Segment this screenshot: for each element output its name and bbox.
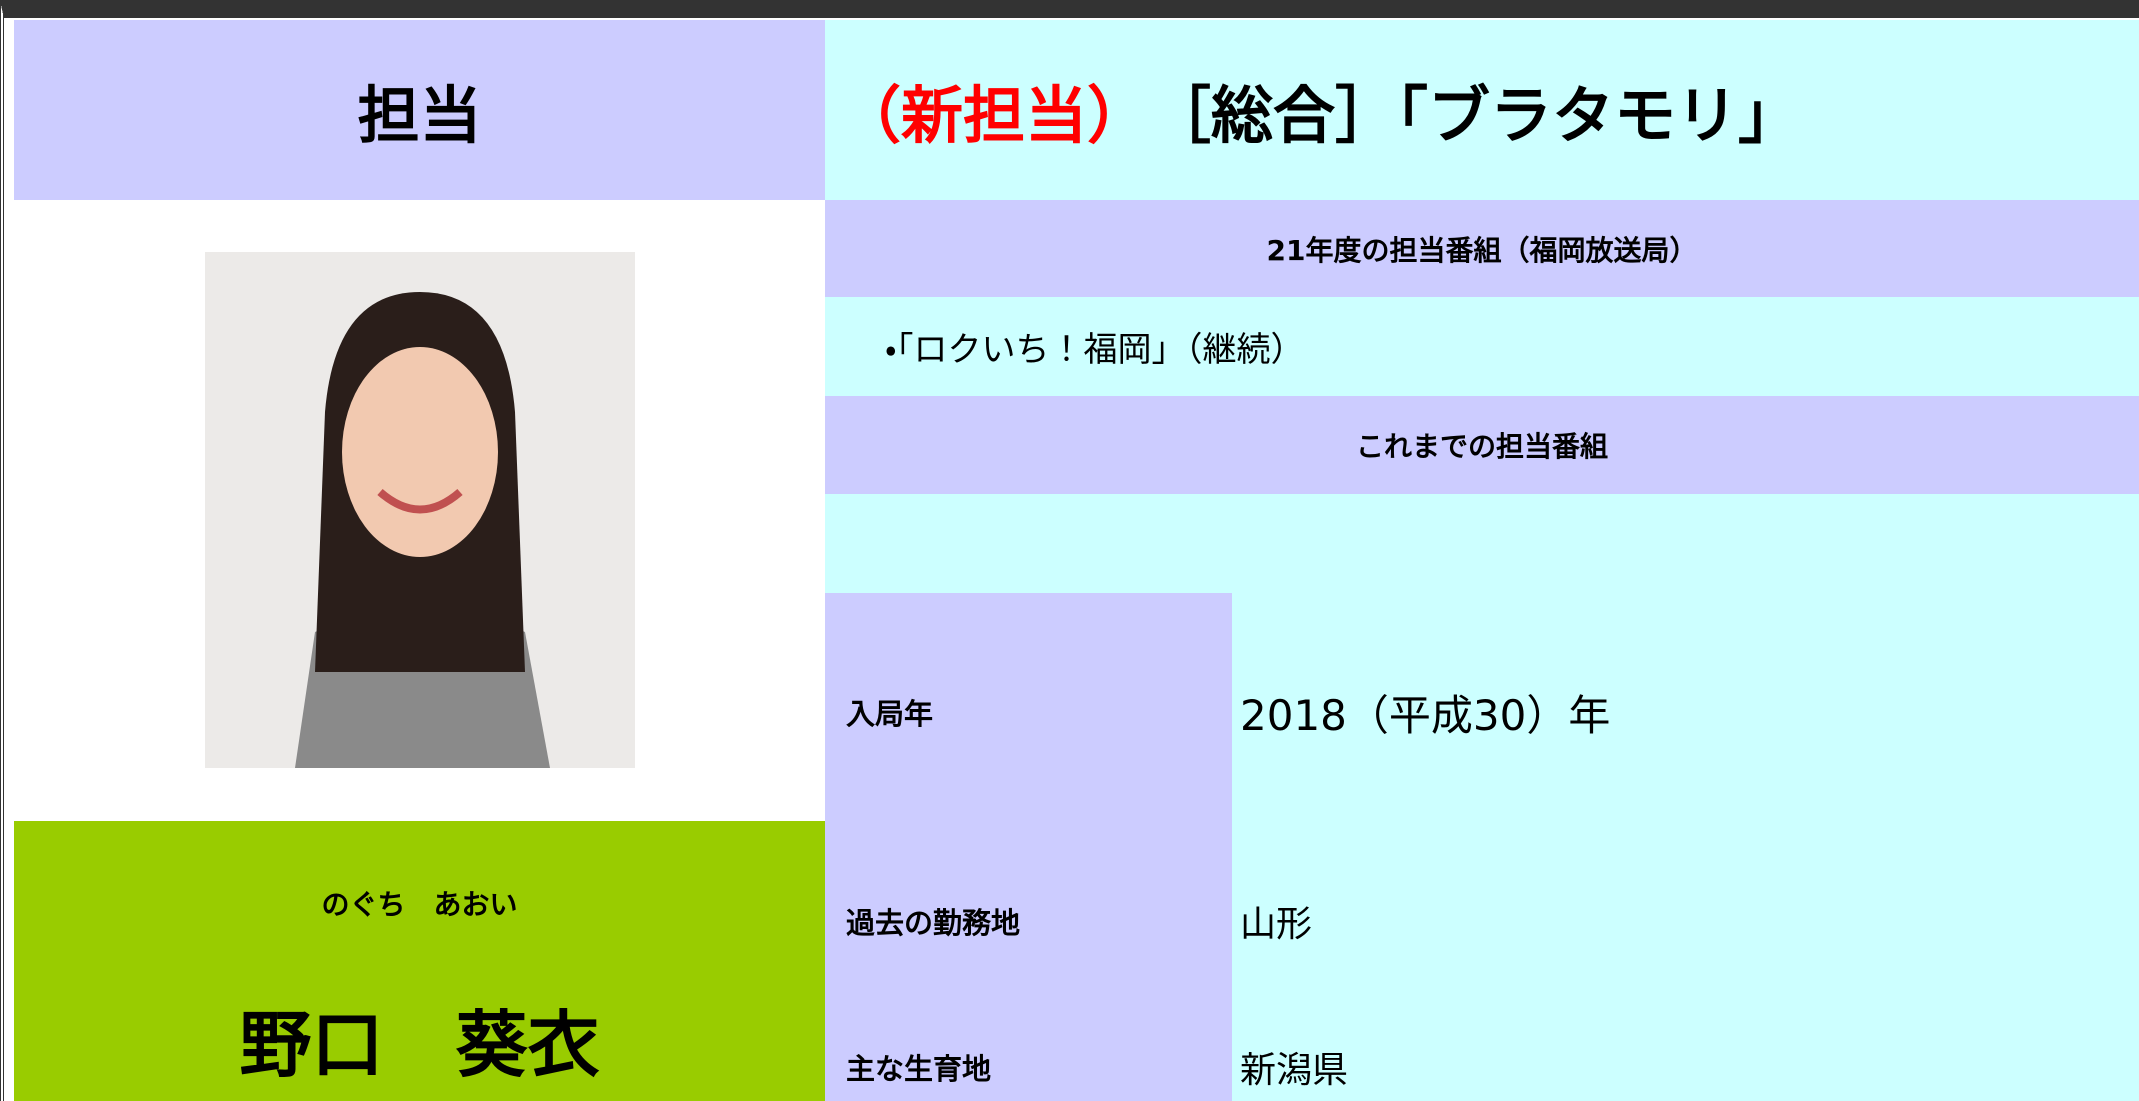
new-tag: （新担当） [839,79,1150,152]
person-name: 野口 葵衣 [239,1003,600,1087]
profile-value-column [1232,593,2139,1101]
program-item: ・「ロクいち！福岡」（継続） [825,297,2139,396]
photo-area [14,200,825,821]
profile-label: 入局年 [846,697,934,731]
history-body [825,494,2139,593]
header-label-cell: 担当 [14,20,825,200]
program-title: ［総合］「ブラタモリ」 [1149,79,1801,152]
header-label: 担当 [357,79,482,152]
profile-label: 過去の勤務地 [846,906,1021,940]
furigana: のぐち あおい [321,888,518,921]
name-area: のぐち あおい 野口 葵衣 [14,821,825,1101]
profile-value: 新潟県 [1240,1050,1349,1091]
programs-heading: 21年度の担当番組（福岡放送局） [825,200,2139,297]
header-title-cell: （新担当） ［総合］「ブラタモリ」 [825,20,2139,200]
profile-value: 山形 [1240,904,1313,945]
photo [205,252,635,768]
history-heading: これまでの担当番組 [825,396,2139,494]
profile-value: 2018（平成30）年 [1240,690,1611,740]
profile-label-column [825,593,1232,1101]
profile-label: 主な生育地 [846,1052,992,1086]
